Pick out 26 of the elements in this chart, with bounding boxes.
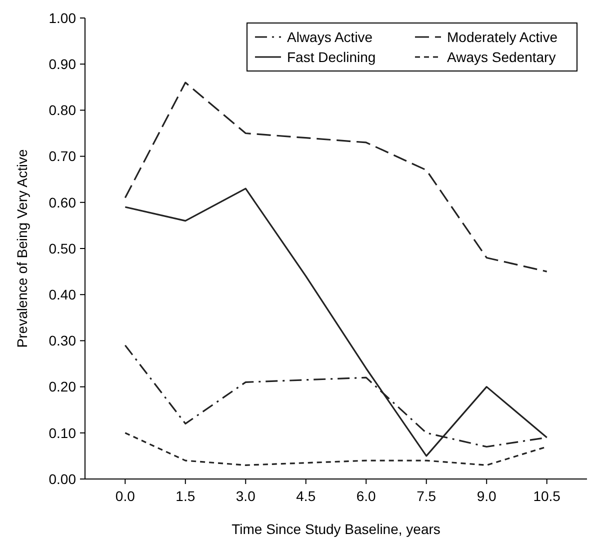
x-tick-label: 0.0	[115, 488, 136, 504]
legend-label: Aways Sedentary	[447, 48, 556, 65]
y-tick-label: 0.50	[48, 240, 76, 256]
x-tick-label: 1.5	[176, 488, 196, 504]
legend-label: Moderately Active	[447, 28, 558, 45]
x-axis-title: Time Since Study Baseline, years	[232, 521, 440, 537]
x-tick-label: 10.5	[533, 488, 561, 504]
x-tick-label: 6.0	[356, 488, 376, 504]
x-tick-label: 4.5	[296, 488, 316, 504]
y-tick-label: 0.70	[48, 148, 76, 164]
y-tick-label: 1.00	[48, 10, 76, 26]
x-tick-label: 7.5	[416, 488, 436, 504]
y-tick-label: 0.00	[48, 470, 76, 487]
y-tick-label: 0.90	[48, 56, 76, 72]
y-tick-label: 0.20	[48, 378, 76, 395]
y-tick-label: 0.30	[48, 332, 76, 349]
x-tick-label: 3.0	[236, 488, 256, 504]
y-axis-title: Prevalence of Being Very Active	[14, 149, 30, 348]
line-series	[124, 82, 548, 272]
legend-label: Fast Declining	[287, 48, 376, 65]
y-tick-label: 0.10	[48, 424, 76, 441]
y-tick-label: 0.80	[48, 102, 76, 118]
y-tick-label: 0.60	[48, 194, 76, 210]
legend-label: Always Active	[287, 28, 373, 45]
x-tick-label: 9.0	[476, 488, 497, 504]
y-tick-label: 0.40	[48, 286, 76, 302]
